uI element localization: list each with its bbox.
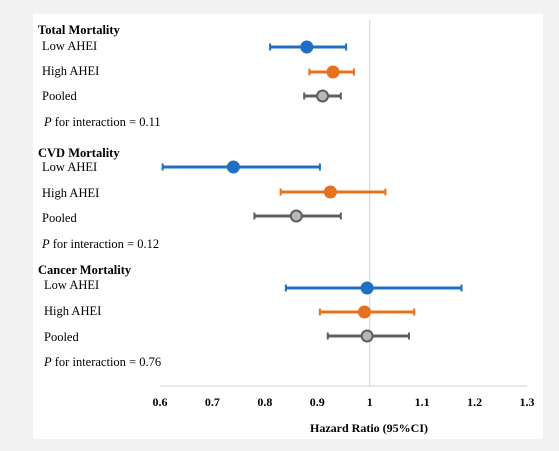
point-estimate-cvd-low xyxy=(226,160,240,174)
p-text: for interaction = 0.11 xyxy=(52,115,161,129)
row-label-total-high: High AHEI xyxy=(42,64,99,78)
p-interaction-cvd: P for interaction = 0.12 xyxy=(41,237,159,251)
x-tick-label: 0.9 xyxy=(310,395,325,409)
axis-layer: 0.6 0.7 0.8 0.9 1 1.1 1.2 1.3 xyxy=(153,20,535,409)
x-tick-label: 1.2 xyxy=(467,395,482,409)
p-symbol: P xyxy=(41,237,50,251)
chart-panel: Total Mortality Low AHEI High AHEI Poole… xyxy=(33,14,543,439)
point-estimate-cvd-high xyxy=(323,185,337,199)
row-label-cancer-pooled: Pooled xyxy=(44,330,79,344)
row-label-cancer-low: Low AHEI xyxy=(44,278,99,292)
row-label-total-low: Low AHEI xyxy=(42,39,97,53)
forest-plot: Total Mortality Low AHEI High AHEI Poole… xyxy=(38,20,535,435)
p-interaction-cancer: P for interaction = 0.76 xyxy=(43,355,161,369)
point-estimate-cancer-high xyxy=(357,305,371,319)
labels-layer: Total Mortality Low AHEI High AHEI Poole… xyxy=(38,23,428,435)
point-estimate-cancer-pooled xyxy=(360,329,374,343)
p-interaction-total: P for interaction = 0.11 xyxy=(43,115,161,129)
group-title-cvd: CVD Mortality xyxy=(38,146,120,160)
x-tick-label: 0.7 xyxy=(205,395,220,409)
group-title-cancer: Cancer Mortality xyxy=(38,263,132,277)
p-text: for interaction = 0.76 xyxy=(52,355,161,369)
x-tick-label: 1 xyxy=(367,395,373,409)
row-label-cvd-high: High AHEI xyxy=(42,186,99,200)
row-label-cvd-pooled: Pooled xyxy=(42,211,77,225)
point-estimate-cancer-low xyxy=(360,281,374,295)
point-estimate-cvd-pooled xyxy=(289,209,303,223)
x-tick-label: 0.6 xyxy=(153,395,168,409)
x-tick-label: 0.8 xyxy=(257,395,272,409)
p-symbol: P xyxy=(43,115,52,129)
group-title-total: Total Mortality xyxy=(38,23,121,37)
row-label-cvd-low: Low AHEI xyxy=(42,160,97,174)
x-tick-label: 1.3 xyxy=(520,395,535,409)
p-symbol: P xyxy=(43,355,52,369)
x-axis-title: Hazard Ratio (95%CI) xyxy=(310,421,428,435)
marks-layer xyxy=(161,40,463,343)
x-tick-label: 1.1 xyxy=(415,395,430,409)
row-label-total-pooled: Pooled xyxy=(42,89,77,103)
point-estimate-total-pooled xyxy=(316,89,330,103)
point-estimate-total-high xyxy=(326,65,340,79)
row-label-cancer-high: High AHEI xyxy=(44,304,101,318)
point-estimate-total-low xyxy=(300,40,314,54)
p-text: for interaction = 0.12 xyxy=(50,237,159,251)
